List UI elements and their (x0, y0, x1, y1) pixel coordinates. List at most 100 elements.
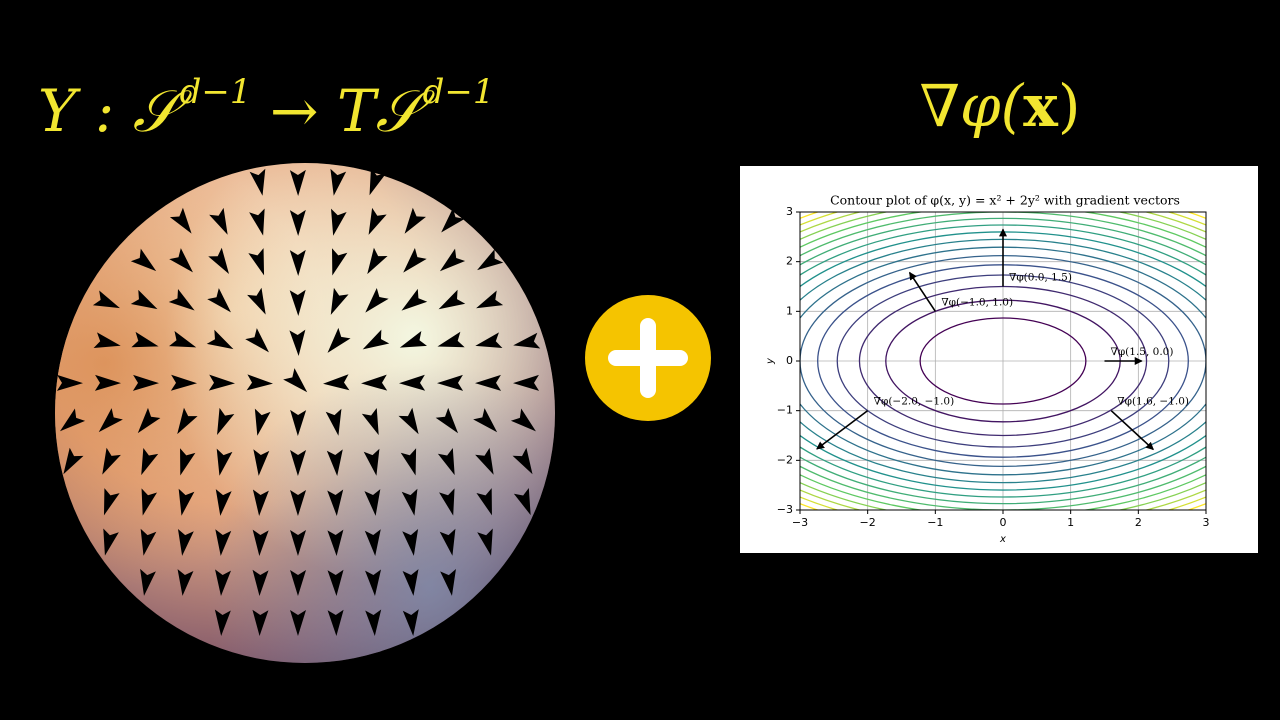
field-arrow (331, 208, 347, 236)
field-arrow (361, 374, 388, 391)
field-arrow (103, 528, 119, 556)
field-arrow (439, 488, 455, 516)
field-arrow (368, 207, 387, 235)
title-part: x (1023, 72, 1058, 140)
field-arrow (369, 168, 386, 196)
field-arrow (290, 529, 307, 556)
field-arrow (93, 332, 121, 349)
y-tick-label: 0 (786, 354, 793, 367)
x-tick-label: 2 (1135, 516, 1142, 529)
field-arrow (215, 569, 231, 596)
field-arrow (249, 168, 266, 196)
field-arrow (402, 609, 419, 636)
arrow-label: ∇φ(1.6, −1.0) (1117, 396, 1189, 408)
field-arrow (513, 487, 531, 516)
field-arrow (170, 374, 197, 391)
field-arrow (510, 408, 536, 432)
field-arrow (168, 288, 195, 311)
field-arrow (327, 489, 344, 516)
field-arrow (217, 407, 235, 436)
field-arrow (206, 329, 234, 350)
field-arrow (214, 609, 231, 636)
field-arrow (364, 529, 381, 556)
y-tick-label: −2 (777, 453, 793, 466)
y-tick-label: 3 (786, 205, 793, 218)
field-arrow (178, 488, 195, 516)
field-arrow (475, 374, 502, 391)
field-arrow (140, 528, 157, 556)
field-arrow (332, 248, 348, 276)
field-arrow (249, 208, 265, 236)
x-tick-label: −2 (860, 516, 876, 529)
field-arrow (477, 249, 504, 271)
right-title: ∇φ(x) (0, 72, 1280, 140)
title-part: Y : 𝒮 (38, 77, 178, 145)
contour-line (800, 224, 1206, 498)
field-arrow (439, 528, 456, 556)
field-arrow (330, 287, 349, 315)
field-arrow (435, 407, 459, 434)
field-arrow (169, 207, 192, 234)
field-arrow (402, 529, 419, 556)
field-arrow (399, 330, 427, 348)
y-tick-label: −1 (777, 404, 793, 417)
field-arrow (361, 407, 379, 436)
field-arrow (290, 409, 307, 436)
field-arrow (247, 287, 266, 315)
field-arrow (290, 609, 307, 636)
x-tick-label: −1 (927, 516, 943, 529)
title-part: → T𝒮 (251, 77, 421, 145)
field-arrow (132, 374, 159, 391)
field-arrow (253, 449, 270, 476)
left-title: Y : 𝒮d−1 → T𝒮d−1 (38, 72, 494, 146)
field-arrow (327, 609, 344, 636)
arrow-label: ∇φ(0.0, 1.5) (1009, 272, 1072, 284)
field-arrow (367, 247, 388, 275)
field-arrow (441, 208, 465, 233)
field-arrow (327, 569, 344, 596)
x-axis-label: x (999, 534, 1006, 545)
field-arrow (437, 447, 455, 476)
field-arrow (169, 331, 197, 348)
field-arrow (59, 408, 86, 432)
field-arrow (400, 448, 417, 476)
plus-icon (585, 295, 711, 421)
field-arrow (402, 569, 419, 596)
field-arrow (289, 169, 306, 196)
field-arrow (245, 328, 269, 353)
field-arrow (137, 407, 161, 434)
field-arrow (401, 488, 418, 516)
field-arrow (215, 489, 232, 516)
field-arrow (363, 448, 380, 476)
field-arrow (290, 569, 307, 596)
field-arrow (476, 488, 492, 516)
field-arrow (325, 408, 342, 436)
field-arrow (289, 209, 306, 236)
field-arrow (365, 287, 389, 313)
arrow-label: ∇φ(1.5, 0.0) (1111, 346, 1174, 358)
field-arrow (92, 290, 120, 309)
chart-title: Contour plot of φ(x, y) = x² + 2y² with … (830, 193, 1180, 208)
arrow-label: ∇φ(−2.0, −1.0) (874, 396, 955, 408)
field-arrow (398, 407, 419, 435)
field-arrow (362, 329, 390, 350)
x-tick-label: 0 (1000, 516, 1007, 529)
title-superscript: d−1 (422, 72, 495, 112)
field-arrow (477, 528, 493, 556)
field-arrow (403, 248, 427, 273)
y-tick-label: 1 (786, 304, 793, 317)
field-arrow (252, 569, 269, 596)
field-arrow (141, 488, 158, 516)
field-arrow (208, 247, 230, 274)
field-arrow (98, 408, 123, 433)
x-tick-label: −3 (792, 516, 808, 529)
field-arrow (289, 289, 306, 316)
field-arrow (289, 329, 306, 356)
field-arrow (439, 248, 466, 272)
field-arrow (473, 408, 498, 433)
field-arrow (207, 288, 231, 313)
field-arrow (512, 447, 533, 475)
contour-line (800, 217, 1206, 505)
